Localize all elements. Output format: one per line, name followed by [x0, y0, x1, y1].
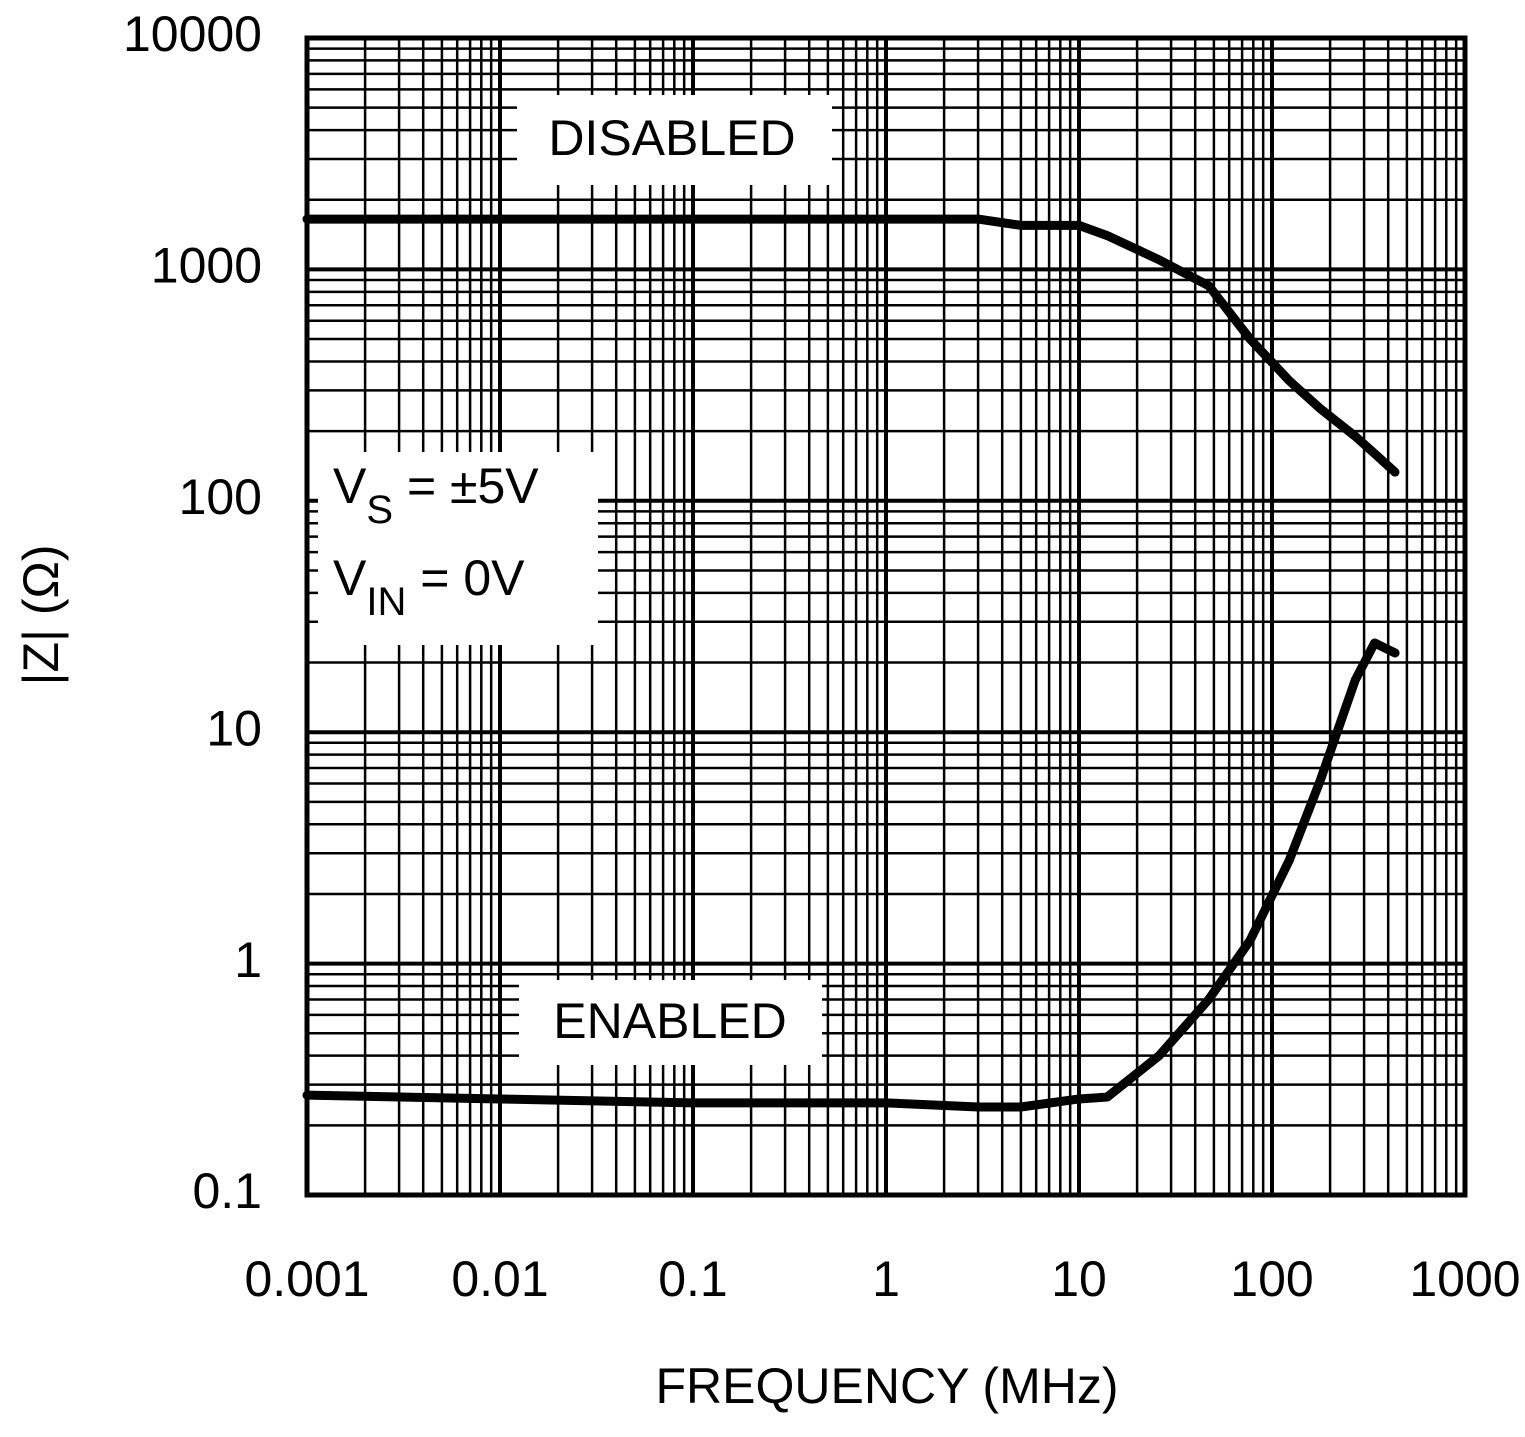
x-axis-label: FREQUENCY (MHz): [656, 1358, 1119, 1414]
x-tick-label: 100: [1230, 1251, 1313, 1307]
annotation: VIN = 0V: [333, 550, 525, 623]
annotation-box: [318, 452, 598, 645]
series-label: ENABLED: [553, 993, 786, 1049]
y-axis-label: |Z| (Ω): [13, 544, 69, 685]
annotation: VS = ±5V: [333, 458, 539, 531]
y-tick-label: 1000: [151, 238, 262, 294]
x-tick-label: 1: [872, 1251, 900, 1307]
y-tick-label: 1: [234, 932, 262, 988]
x-tick-label: 10: [1051, 1251, 1107, 1307]
x-tick-label: 0.01: [451, 1251, 548, 1307]
annotation-main: V: [333, 550, 367, 606]
series-label-box: [519, 980, 822, 1065]
y-tick-label: 100: [179, 469, 262, 525]
annotation-suffix: = 0V: [406, 550, 525, 606]
y-tick-label: 0.1: [192, 1163, 262, 1219]
y-tick-label: 10000: [123, 6, 262, 62]
annotation-subscript: S: [366, 488, 393, 532]
series-label: DISABLED: [548, 110, 795, 166]
annotation-subscript: IN: [366, 580, 406, 624]
series-label-box: [517, 95, 832, 185]
series-line: [302, 214, 1400, 477]
annotation-suffix: = ±5V: [393, 458, 539, 514]
x-tick-label: 1000: [1409, 1251, 1520, 1307]
x-tick-label: 0.1: [658, 1251, 728, 1307]
series-line: [302, 638, 1400, 1112]
y-tick-label: 10: [206, 700, 262, 756]
x-tick-label: 0.001: [244, 1251, 369, 1307]
annotation-main: V: [333, 458, 367, 514]
plot-border: [304, 35, 1468, 1198]
